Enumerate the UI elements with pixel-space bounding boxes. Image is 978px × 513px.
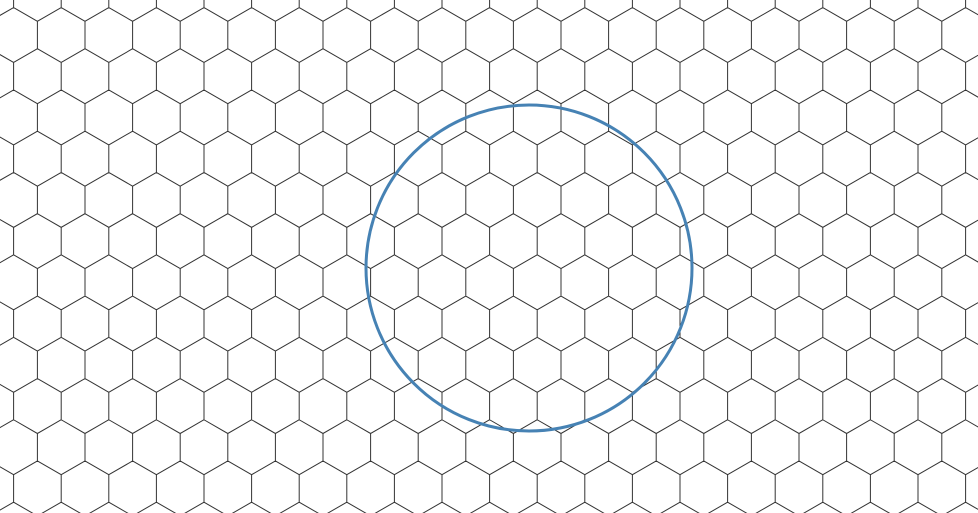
hex-grid-canvas bbox=[0, 0, 978, 513]
background bbox=[0, 0, 978, 513]
